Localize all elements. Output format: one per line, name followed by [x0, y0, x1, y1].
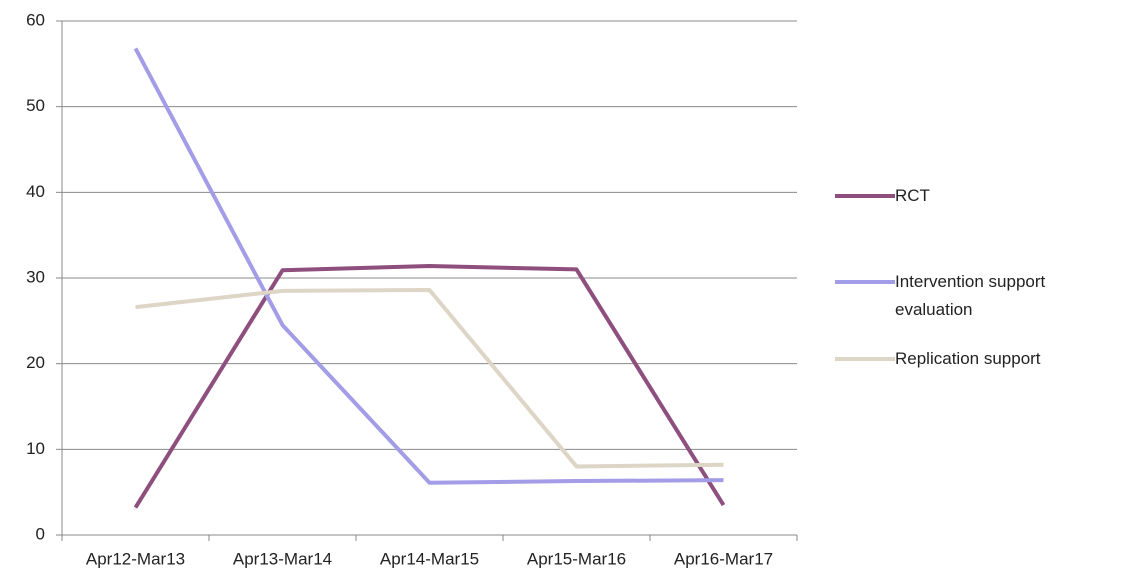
legend-entry: Intervention support evaluation: [835, 268, 1120, 324]
legend-entry: RCT: [835, 182, 1120, 210]
series-line: [133, 264, 726, 509]
x-tick-label: Apr12-Mar13: [86, 549, 185, 568]
x-tick-label: Apr13-Mar14: [233, 549, 332, 568]
legend-swatch: [835, 280, 895, 284]
series-line: [135, 287, 724, 469]
legend-label: RCT: [895, 186, 930, 205]
x-tick-label: Apr15-Mar16: [527, 549, 626, 568]
x-tick-label: Apr16-Mar17: [674, 549, 773, 568]
series-line: [133, 47, 724, 485]
y-tick-label: 0: [36, 524, 45, 543]
y-tick-label: 50: [26, 96, 45, 115]
y-tick-label: 60: [26, 10, 45, 29]
legend-label: Replication support: [895, 349, 1041, 368]
y-tick-label: 30: [26, 267, 45, 286]
legend-label: Intervention support evaluation: [895, 272, 1046, 319]
y-tick-label: 20: [26, 353, 45, 372]
legend-swatch: [835, 194, 895, 198]
y-tick-label: 10: [26, 439, 45, 458]
legend-swatch: [835, 357, 895, 361]
x-tick-label: Apr14-Mar15: [380, 549, 479, 568]
y-tick-label: 40: [26, 182, 45, 201]
legend-entry: Replication support: [835, 345, 1120, 373]
